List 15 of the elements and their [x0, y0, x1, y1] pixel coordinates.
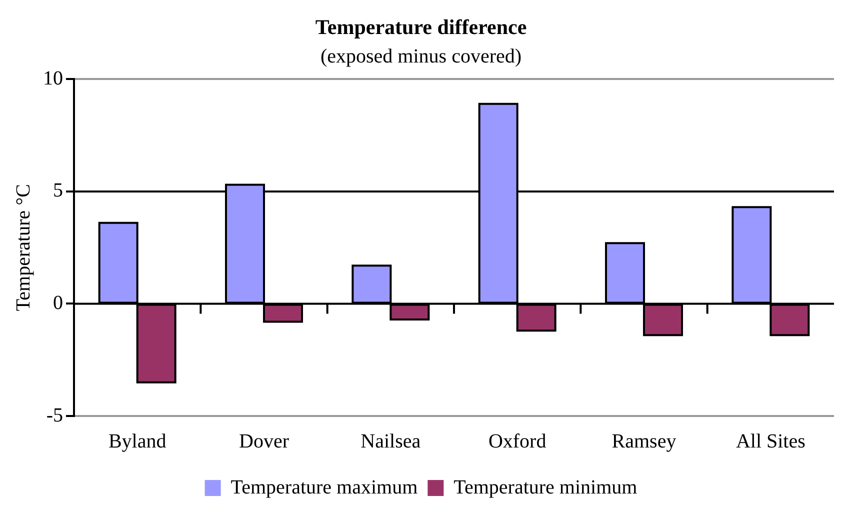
legend-label: Temperature maximum	[230, 476, 418, 498]
x-tick-label: Ramsey	[612, 430, 676, 452]
legend-label: Temperature minimum	[454, 476, 638, 498]
y-axis-title: Temperature °C	[12, 184, 34, 312]
y-tick-label: 0	[53, 292, 63, 314]
chart-title: Temperature difference	[315, 15, 527, 40]
x-tick-label: Byland	[108, 430, 166, 452]
x-tick-label: All Sites	[736, 430, 806, 452]
y-tick-label: -5	[46, 404, 63, 426]
y-tick-label: 10	[43, 67, 63, 90]
chart-subtitle: (exposed minus covered)	[320, 45, 522, 68]
x-tick-label: Oxford	[488, 430, 546, 452]
x-tick-label: Dover	[239, 430, 290, 452]
x-tick-label: Nailsea	[360, 430, 421, 452]
y-tick-label: 5	[53, 180, 63, 202]
